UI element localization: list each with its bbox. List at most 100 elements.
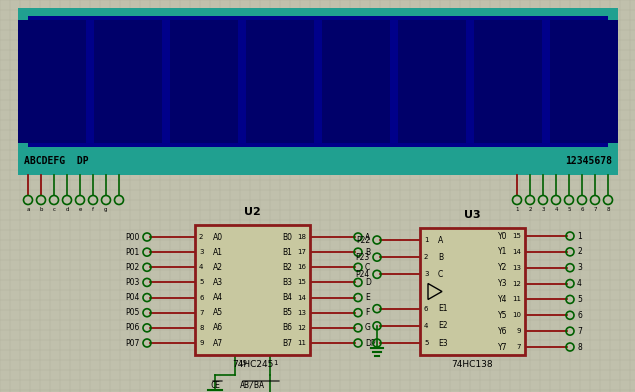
Text: 74HC245: 74HC245 bbox=[232, 360, 273, 369]
Bar bbox=[420, 228, 525, 355]
Text: 13: 13 bbox=[297, 310, 306, 316]
Text: G: G bbox=[365, 323, 371, 332]
Text: E2: E2 bbox=[438, 321, 448, 330]
Text: 5: 5 bbox=[199, 279, 203, 285]
Text: 8: 8 bbox=[606, 207, 610, 212]
Text: A: A bbox=[438, 236, 443, 245]
Text: 4: 4 bbox=[554, 207, 558, 212]
Text: P05: P05 bbox=[126, 308, 140, 317]
Bar bbox=[18, 20, 86, 143]
Text: P03: P03 bbox=[126, 278, 140, 287]
Text: 12: 12 bbox=[297, 325, 306, 331]
Text: A4: A4 bbox=[213, 293, 223, 302]
Text: 6: 6 bbox=[580, 207, 584, 212]
Text: B1: B1 bbox=[282, 248, 292, 257]
Bar bbox=[28, 16, 608, 147]
Text: U3: U3 bbox=[464, 210, 481, 220]
Text: 17: 17 bbox=[297, 249, 306, 255]
Text: 74HC138: 74HC138 bbox=[451, 360, 493, 369]
Bar bbox=[246, 20, 314, 143]
Text: 2: 2 bbox=[577, 247, 582, 256]
Text: P23: P23 bbox=[356, 253, 370, 262]
Text: CE: CE bbox=[210, 381, 220, 390]
Text: 3: 3 bbox=[199, 249, 203, 255]
Text: 5: 5 bbox=[424, 340, 429, 346]
Text: 7: 7 bbox=[199, 310, 203, 316]
Text: P24: P24 bbox=[356, 270, 370, 279]
Text: E: E bbox=[365, 293, 370, 302]
Text: C: C bbox=[438, 270, 443, 279]
Text: A6: A6 bbox=[213, 323, 223, 332]
Text: P04: P04 bbox=[126, 293, 140, 302]
Text: 12: 12 bbox=[512, 281, 521, 287]
Text: A5: A5 bbox=[213, 308, 223, 317]
Text: 4: 4 bbox=[199, 264, 203, 270]
Text: A: A bbox=[365, 232, 370, 241]
Text: A1: A1 bbox=[213, 248, 223, 257]
Text: Y7: Y7 bbox=[497, 343, 507, 352]
Bar bbox=[18, 8, 618, 175]
Text: P22: P22 bbox=[356, 236, 370, 245]
Text: E3: E3 bbox=[438, 339, 448, 347]
Text: B: B bbox=[365, 248, 370, 257]
Text: 6: 6 bbox=[577, 311, 582, 320]
Text: g: g bbox=[104, 207, 108, 212]
Text: 1: 1 bbox=[273, 360, 277, 366]
Text: e: e bbox=[78, 207, 82, 212]
Text: B6: B6 bbox=[282, 323, 292, 332]
Text: 7: 7 bbox=[516, 344, 521, 350]
Text: 14: 14 bbox=[297, 294, 306, 301]
Text: c: c bbox=[53, 207, 55, 212]
Text: 19: 19 bbox=[238, 360, 247, 366]
Text: P00: P00 bbox=[126, 232, 140, 241]
Text: P06: P06 bbox=[126, 323, 140, 332]
Text: Y1: Y1 bbox=[498, 247, 507, 256]
Text: 14: 14 bbox=[512, 249, 521, 255]
Text: 8: 8 bbox=[577, 343, 582, 352]
Text: 15: 15 bbox=[512, 233, 521, 239]
Text: A0: A0 bbox=[213, 232, 223, 241]
Text: AB/BA: AB/BA bbox=[240, 381, 265, 390]
Text: P07: P07 bbox=[126, 339, 140, 347]
Bar bbox=[550, 20, 618, 143]
Text: 11: 11 bbox=[297, 340, 306, 346]
Text: 9: 9 bbox=[199, 340, 203, 346]
Text: B: B bbox=[438, 253, 443, 262]
Text: P01: P01 bbox=[126, 248, 140, 257]
Text: B3: B3 bbox=[282, 278, 292, 287]
Text: A2: A2 bbox=[213, 263, 223, 272]
Text: Y6: Y6 bbox=[497, 327, 507, 336]
Text: 3: 3 bbox=[424, 271, 429, 277]
Text: ABCDEFG  DP: ABCDEFG DP bbox=[24, 156, 89, 166]
Text: f: f bbox=[92, 207, 94, 212]
Text: 15: 15 bbox=[297, 279, 306, 285]
Text: DP: DP bbox=[365, 339, 375, 347]
Text: 3: 3 bbox=[577, 263, 582, 272]
Text: 2: 2 bbox=[424, 254, 429, 260]
Text: 7: 7 bbox=[577, 327, 582, 336]
Text: 4: 4 bbox=[577, 279, 582, 288]
Text: E1: E1 bbox=[438, 304, 448, 313]
Text: 18: 18 bbox=[297, 234, 306, 240]
Text: 13: 13 bbox=[512, 265, 521, 271]
Text: Y2: Y2 bbox=[498, 263, 507, 272]
Text: 1: 1 bbox=[424, 237, 429, 243]
Text: P02: P02 bbox=[126, 263, 140, 272]
Text: 6: 6 bbox=[424, 306, 429, 312]
Text: a: a bbox=[26, 207, 30, 212]
Text: 2: 2 bbox=[199, 234, 203, 240]
Text: Y4: Y4 bbox=[497, 295, 507, 304]
Text: Y5: Y5 bbox=[497, 311, 507, 320]
Text: B0: B0 bbox=[282, 232, 292, 241]
Bar bbox=[398, 20, 466, 143]
Bar bbox=[195, 225, 310, 355]
Text: 2: 2 bbox=[528, 207, 531, 212]
Text: b: b bbox=[39, 207, 43, 212]
Text: A3: A3 bbox=[213, 278, 223, 287]
Text: A7: A7 bbox=[213, 339, 223, 347]
Text: B7: B7 bbox=[282, 339, 292, 347]
Text: B4: B4 bbox=[282, 293, 292, 302]
Bar bbox=[322, 20, 390, 143]
Bar bbox=[94, 20, 162, 143]
Text: 12345678: 12345678 bbox=[565, 156, 612, 166]
